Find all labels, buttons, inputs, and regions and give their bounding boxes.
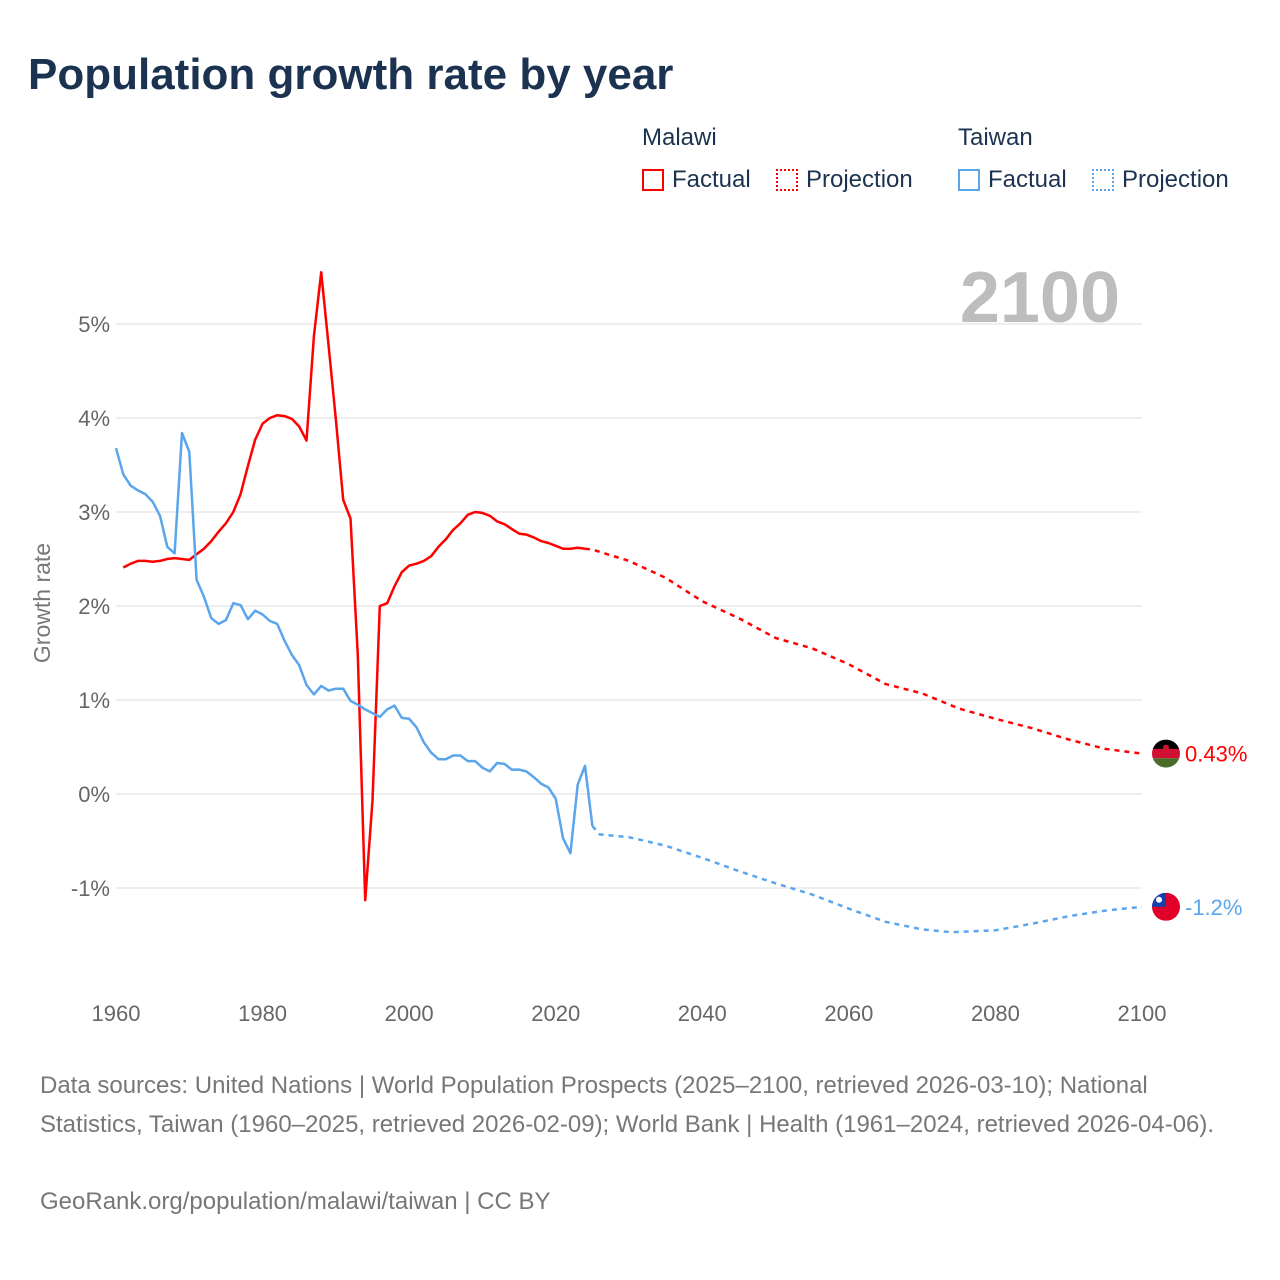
legend-swatch (958, 169, 980, 191)
x-tick-label: 2100 (1118, 1001, 1167, 1026)
legend-taiwan-projection[interactable]: Projection (1092, 166, 1229, 194)
taiwan-projection-line (591, 825, 1143, 934)
y-axis-label: Growth rate (29, 543, 55, 663)
x-tick-label: 2020 (531, 1001, 580, 1026)
y-tick-label: 2% (78, 594, 110, 619)
legend-group-name: Malawi (642, 124, 717, 151)
y-tick-label: 5% (78, 312, 110, 337)
legend-malawi-factual[interactable]: Factual (642, 166, 751, 194)
data-sources: Data sources: United Nations | World Pop… (40, 1072, 1215, 1138)
legend-swatch (642, 169, 664, 191)
gridlines (116, 323, 1142, 889)
legend-swatch (776, 169, 798, 191)
year-watermark: 2100 (960, 258, 1120, 338)
end-markers: 0.43% -1.2% (1152, 739, 1247, 921)
legend-label: Factual (672, 166, 751, 193)
taiwan-factual-line (114, 431, 594, 855)
y-tick-label: 0% (78, 782, 110, 807)
legend-label: Factual (988, 166, 1067, 193)
line-chart: 2100 Growth rate -1% 0% 1% 2% 3% 4% 5% 1960 198… (29, 258, 1247, 1026)
x-tick-label: 1960 (92, 1001, 141, 1026)
malawi-projection-line (584, 547, 1143, 755)
legend-label: Projection (806, 166, 913, 193)
x-tick-label: 2080 (971, 1001, 1020, 1026)
x-tick-label: 2040 (678, 1001, 727, 1026)
y-tick-label: 3% (78, 500, 110, 525)
x-tick-label: 2060 (824, 1001, 873, 1026)
y-tick-label: 1% (78, 688, 110, 713)
malawi-end-value-label: 0.43% (1185, 742, 1247, 767)
chart-title: Population growth rate by year (28, 50, 674, 99)
taiwan-flag-icon (1152, 892, 1180, 921)
legend-taiwan-factual[interactable]: Factual (958, 166, 1067, 194)
x-tick-label: 1980 (238, 1001, 287, 1026)
x-ticks: 1960 1980 2000 2020 2040 2060 2080 2100 (92, 1001, 1167, 1026)
taiwan-end-value-label: -1.2% (1185, 895, 1242, 920)
series-lines (114, 271, 1143, 934)
y-tick-label: -1% (71, 876, 110, 901)
x-tick-label: 2000 (385, 1001, 434, 1026)
legend-label: Projection (1122, 166, 1229, 193)
malawi-factual-line (122, 271, 586, 902)
malawi-flag-icon (1152, 739, 1180, 768)
y-ticks: -1% 0% 1% 2% 3% 4% 5% (71, 312, 110, 901)
legend-swatch (1092, 169, 1114, 191)
credit-link[interactable]: GeoRank.org/population/malawi/taiwan | C… (40, 1188, 551, 1215)
legend-group-name: Taiwan (958, 124, 1033, 151)
legend-malawi-projection[interactable]: Projection (776, 166, 913, 194)
y-tick-label: 4% (78, 406, 110, 431)
